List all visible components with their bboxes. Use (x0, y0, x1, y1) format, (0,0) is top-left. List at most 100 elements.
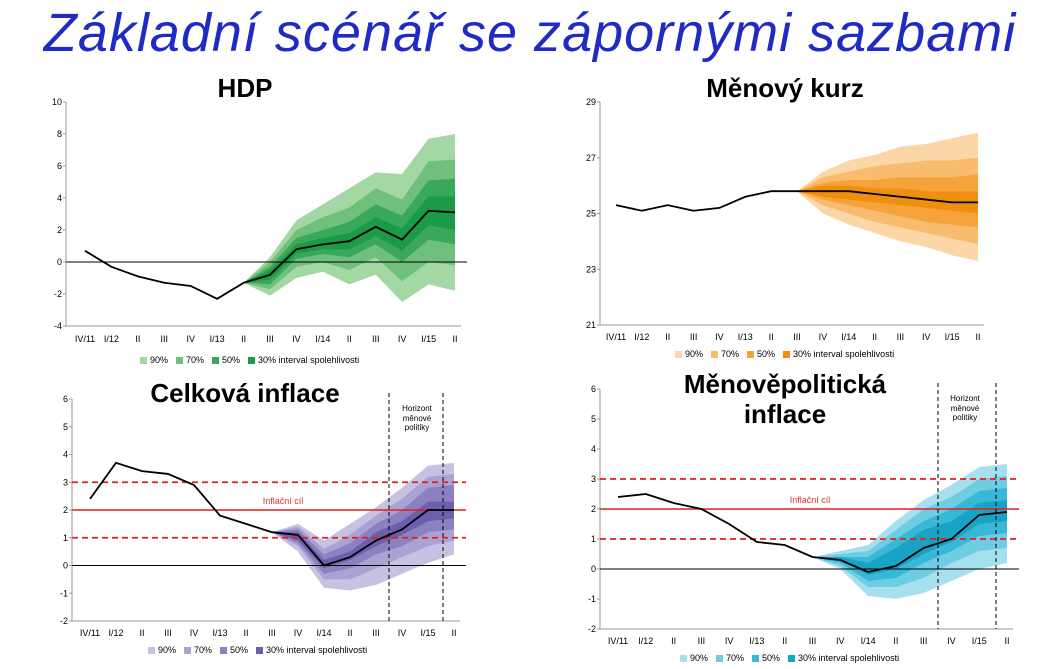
legend-item: 50% (752, 653, 780, 663)
y-tick-label: 1 (591, 534, 596, 544)
legend-item: 70% (711, 349, 739, 359)
legend-label: 70% (186, 355, 205, 365)
legend-inflace: 90% 70% 50% 30% interval spolehlivosti (148, 645, 367, 655)
y-tick-label: -2 (54, 289, 62, 299)
x-tick-label: IV/11 (80, 628, 100, 638)
legend-label: 70% (726, 653, 745, 663)
legend-label: 30% interval spolehlivosti (793, 349, 895, 359)
x-tick-label: I/13 (738, 332, 753, 342)
slide-title: Základní scénář se zápornými sazbami (43, 3, 1017, 63)
legend-item: 30% interval spolehlivosti (788, 653, 899, 663)
legend-mp: 90% 70% 50% 30% interval spolehlivosti (680, 653, 899, 663)
x-tick-label: II (975, 332, 980, 342)
y-tick-label: 4 (63, 450, 68, 460)
legend-label: 90% (150, 355, 169, 365)
legend-item: 50% (220, 645, 248, 655)
legend-swatch (711, 350, 719, 358)
legend-item: 70% (716, 653, 744, 663)
x-tick-label: II (241, 334, 246, 344)
legend-swatch (212, 356, 220, 364)
x-tick-label: II (347, 334, 352, 344)
horizon-line-3: politiky (404, 423, 430, 433)
legend-swatch (220, 646, 228, 654)
x-tick-label: II (1004, 636, 1009, 646)
x-tick-label: IV (725, 636, 734, 646)
legend-item: 90% (680, 653, 708, 663)
panel-hdp: HDP -4 -2 0 2 4 6 8 10 IV/11 I/12 II III IV I/13 II III… (0, 70, 530, 370)
horizon-label-inflace: Horizont měnové politiky (388, 404, 446, 433)
fan-band-2 (243, 178, 455, 285)
target-label: Inflační cíl (790, 495, 831, 505)
y-tick-label: 1 (63, 533, 68, 543)
y-tick-label: 6 (63, 394, 68, 404)
x-tick-label: IV/11 (606, 332, 626, 342)
x-tick-label: II (452, 334, 457, 344)
x-tick-label: I/12 (638, 636, 653, 646)
x-tick-label: III (809, 636, 817, 646)
y-tick-label: 8 (57, 129, 62, 139)
x-tick-label: I/12 (104, 334, 119, 344)
y-tick-label: 6 (591, 384, 596, 394)
legend-swatch (675, 350, 682, 358)
legend-swatch (148, 646, 155, 654)
x-tick-label: II (347, 628, 352, 638)
legend-item: 30% interval spolehlivosti (248, 355, 359, 365)
x-tick-label: IV/11 (608, 636, 628, 646)
x-tick-label: III (698, 636, 706, 646)
y-tick-label: 21 (586, 320, 596, 330)
fan-band-3 (797, 185, 978, 214)
legend-swatch (783, 350, 791, 358)
x-tick-label: IV (715, 332, 724, 342)
x-tick-label: III (161, 334, 169, 344)
series-line (84, 209, 456, 300)
x-tick-label: II (769, 332, 774, 342)
x-tick-label: III (164, 628, 172, 638)
legend-swatch (140, 356, 147, 364)
x-tick-label: II (872, 332, 877, 342)
y-tick-label: 2 (591, 504, 596, 514)
y-tick-label: 0 (63, 561, 68, 571)
panel-inflace: Celková inflace Horizont měnové politiky… (0, 375, 530, 669)
y-tick-label: 23 (586, 264, 596, 274)
y-tick-label: 27 (586, 153, 596, 163)
legend-label: 50% (230, 645, 249, 655)
chart-title-mp: Měnověpolitická inflace (683, 369, 887, 429)
x-tick-label: II (782, 636, 787, 646)
horizon-line-3: politiky (952, 413, 978, 423)
x-tick-label: I/12 (108, 628, 123, 638)
x-tick-label: III (793, 332, 801, 342)
x-tick-label: IV (922, 332, 931, 342)
x-tick-label: II (139, 628, 144, 638)
target-label: Inflační cíl (263, 496, 304, 506)
legend-label: 70% (194, 645, 213, 655)
legend-swatch (788, 654, 796, 662)
y-tick-label: 6 (57, 161, 62, 171)
legend-swatch (747, 350, 755, 358)
legend-item: 30% interval spolehlivosti (783, 349, 894, 359)
series-line (615, 190, 978, 212)
y-tick-label: 3 (591, 474, 596, 484)
legend-label: 90% (158, 645, 177, 655)
legend-item: 90% (675, 349, 703, 359)
panel-kurz: Měnový kurz 21 23 25 27 29 IV/11 I/12 II III IV I/… (530, 70, 1060, 370)
x-tick-label: I/15 (972, 636, 987, 646)
chart-title-inflace: Celková inflace (150, 378, 340, 408)
horizon-line-2: měnové (402, 413, 432, 423)
x-tick-label: I/14 (316, 628, 331, 638)
legend-swatch (184, 646, 192, 654)
x-tick-label: III (266, 334, 274, 344)
legend-label: 50% (757, 349, 776, 359)
fan-band-2 (812, 488, 1007, 581)
legend-swatch (256, 646, 264, 654)
y-tick-label: 2 (57, 225, 62, 235)
x-tick-label: I/12 (634, 332, 649, 342)
y-tick-label: -1 (588, 594, 596, 604)
y-tick-label: 3 (63, 477, 68, 487)
y-tick-label: 5 (591, 414, 596, 424)
legend-label: 70% (721, 349, 740, 359)
y-tick-label: 10 (52, 97, 62, 107)
fan-band-3 (812, 500, 1007, 575)
x-tick-label: I/15 (945, 332, 960, 342)
legend-swatch (248, 356, 256, 364)
